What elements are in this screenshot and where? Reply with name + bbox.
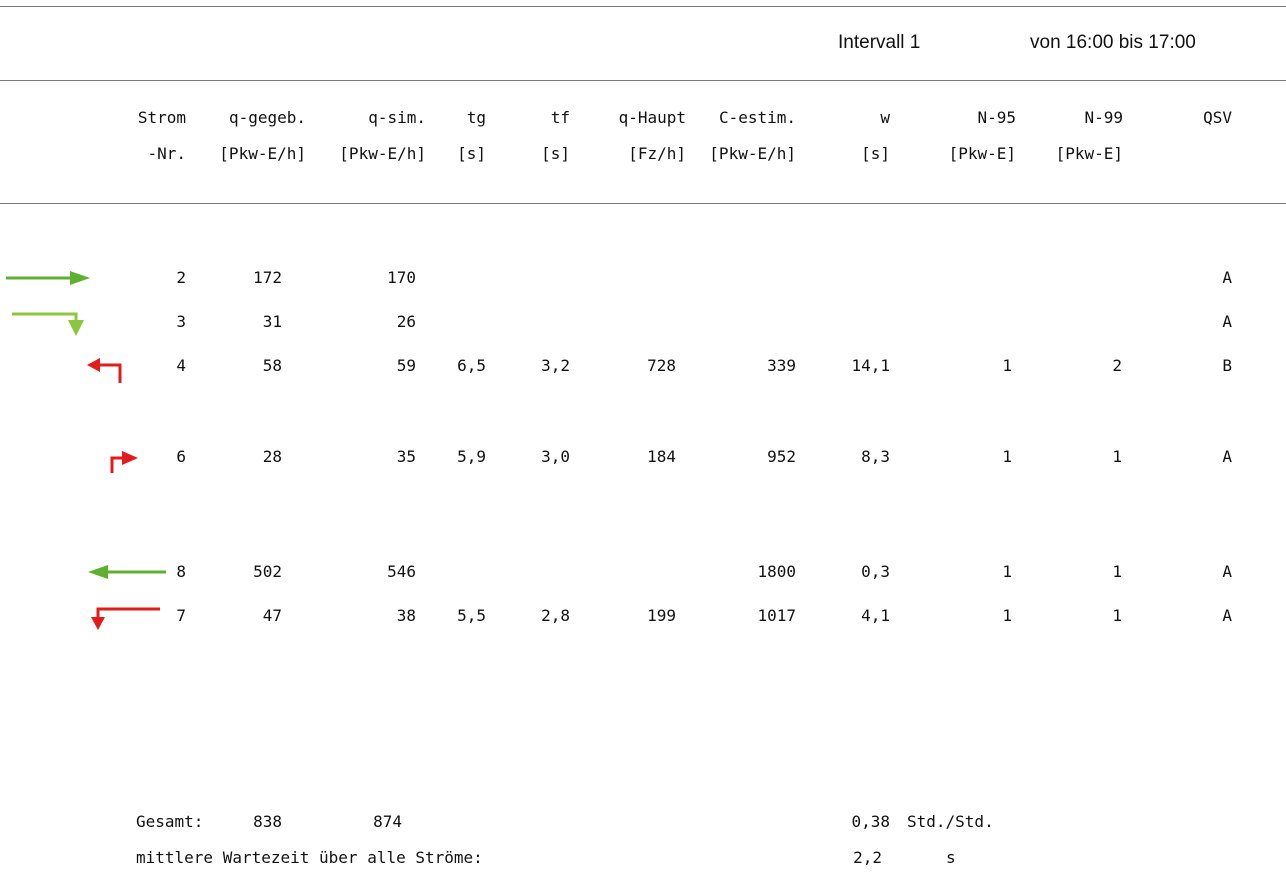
cell-q-gegeb: 28 <box>262 447 282 466</box>
cell-nr: 6 <box>176 447 186 466</box>
cell-n99: 1 <box>1112 447 1122 466</box>
col-q-gegeb: q-gegeb. <box>228 108 306 127</box>
unit-q-haupt: [Fz/h] <box>628 144 686 163</box>
gesamt-q-sim: 874 <box>373 812 402 831</box>
col-w: w <box>880 108 890 127</box>
cell-q-sim: 170 <box>387 268 416 287</box>
cell-q-gegeb: 47 <box>262 606 282 625</box>
wait-value: 2,2 <box>853 848 882 867</box>
cell-q-sim: 59 <box>396 356 416 375</box>
unit-w: [s] <box>861 144 890 163</box>
cell-qsv: A <box>1222 447 1232 466</box>
cell-qsv: A <box>1222 562 1232 581</box>
cell-q-gegeb: 502 <box>253 562 282 581</box>
cell-nr: 8 <box>176 562 186 581</box>
cell-n95: 1 <box>1002 447 1012 466</box>
arrow-straight-left-icon <box>88 565 166 579</box>
cell-nr: 2 <box>176 268 186 287</box>
interval-label: Intervall 1 <box>838 32 921 53</box>
wait-label: mittlere Wartezeit über alle Ströme: <box>136 848 483 867</box>
cell-qsv: A <box>1222 268 1232 287</box>
cell-q-haupt: 184 <box>647 447 676 466</box>
col-qsv: QSV <box>1203 108 1232 127</box>
arrow-left-turn-down-icon <box>91 607 160 630</box>
cell-tg: 6,5 <box>457 356 486 375</box>
cell-tf: 3,0 <box>541 447 570 466</box>
cell-q-sim: 26 <box>396 312 416 331</box>
cell-q-gegeb: 58 <box>262 356 282 375</box>
cell-w: 8,3 <box>861 447 890 466</box>
col-n95: N-95 <box>977 108 1016 127</box>
cell-q-gegeb: 172 <box>253 268 282 287</box>
cell-q-haupt: 728 <box>647 356 676 375</box>
cell-qsv: A <box>1222 312 1232 331</box>
col-strom: Strom <box>137 108 186 127</box>
cell-w: 0,3 <box>861 562 890 581</box>
cell-n95: 1 <box>1002 356 1012 375</box>
cell-c-estim: 1017 <box>757 606 796 625</box>
col-q-sim: q-sim. <box>368 108 426 127</box>
cell-tf: 3,2 <box>541 356 570 375</box>
cell-n95: 1 <box>1002 606 1012 625</box>
arrow-up-turn-left-icon <box>87 358 122 383</box>
cell-n99: 2 <box>1112 356 1122 375</box>
top-rule <box>0 6 1286 7</box>
cell-q-sim: 546 <box>387 562 416 581</box>
col-q-haupt: q-Haupt <box>618 108 686 127</box>
unit-q-gegeb: [Pkw-E/h] <box>219 144 306 163</box>
cell-q-sim: 38 <box>396 606 416 625</box>
cell-tg: 5,5 <box>457 606 486 625</box>
cell-c-estim: 952 <box>767 447 796 466</box>
gesamt-unit: Std./Std. <box>907 812 994 831</box>
cell-c-estim: 1800 <box>757 562 796 581</box>
cell-qsv: B <box>1222 356 1232 375</box>
wait-unit: s <box>946 848 956 867</box>
unit-strom: -Nr. <box>147 144 186 163</box>
header-rule <box>0 80 1286 81</box>
cell-w: 14,1 <box>851 356 890 375</box>
cell-tg: 5,9 <box>457 447 486 466</box>
gesamt-value: 0,38 <box>851 812 890 831</box>
arrow-up-turn-right-icon <box>110 451 138 473</box>
cell-n99: 1 <box>1112 606 1122 625</box>
cell-q-sim: 35 <box>396 447 416 466</box>
cell-nr: 4 <box>176 356 186 375</box>
col-tg: tg <box>466 108 486 127</box>
cell-q-haupt: 199 <box>647 606 676 625</box>
time-range: von 16:00 bis 17:00 <box>1030 32 1196 53</box>
unit-q-sim: [Pkw-E/h] <box>339 144 426 163</box>
arrow-straight-right-icon <box>6 271 90 285</box>
col-n99: N-99 <box>1084 108 1123 127</box>
unit-tg: [s] <box>457 144 486 163</box>
unit-n99: [Pkw-E] <box>1055 144 1123 163</box>
col-tf: tf <box>550 108 570 127</box>
cell-nr: 3 <box>176 312 186 331</box>
cell-q-gegeb: 31 <box>262 312 282 331</box>
unit-c-estim: [Pkw-E/h] <box>709 144 796 163</box>
unit-n95: [Pkw-E] <box>948 144 1016 163</box>
col-c-estim: C-estim. <box>718 108 796 127</box>
cell-c-estim: 339 <box>767 356 796 375</box>
unit-tf: [s] <box>541 144 570 163</box>
cell-tf: 2,8 <box>541 606 570 625</box>
cell-nr: 7 <box>176 606 186 625</box>
gesamt-label: Gesamt: <box>136 812 204 831</box>
columns-rule <box>0 203 1286 204</box>
gesamt-q-gegeb: 838 <box>253 812 282 831</box>
arrow-right-turn-down-icon <box>12 312 84 336</box>
cell-n99: 1 <box>1112 562 1122 581</box>
cell-n95: 1 <box>1002 562 1012 581</box>
cell-qsv: A <box>1222 606 1232 625</box>
cell-w: 4,1 <box>861 606 890 625</box>
